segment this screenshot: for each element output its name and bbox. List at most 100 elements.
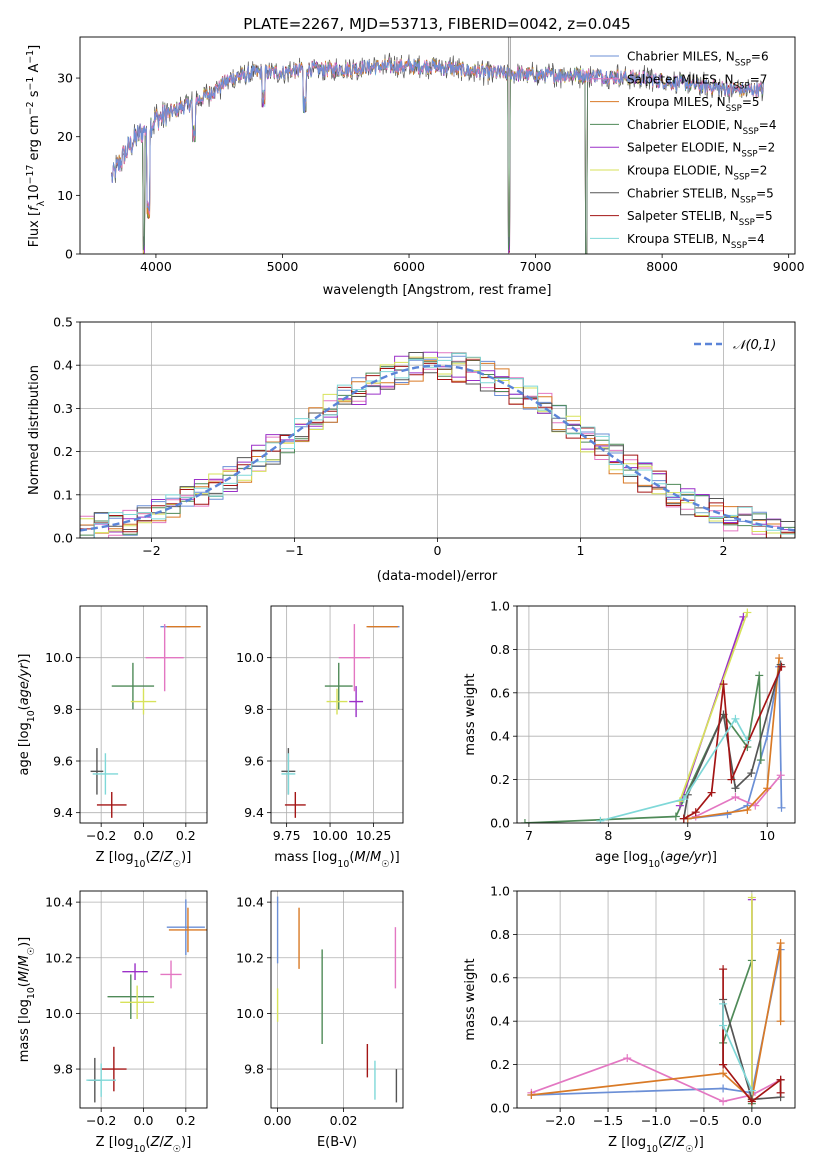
- x-tick-label: −2: [142, 543, 160, 558]
- y-tick-label: 30: [57, 71, 73, 86]
- weight-series-line: [687, 658, 780, 820]
- y-axis-label: Flux [fλ10−17 erg cm−2 s−1 A−1]: [25, 45, 47, 247]
- x-tick-label: 1: [577, 543, 585, 558]
- x-tick-label: 2: [720, 543, 728, 558]
- x-tick-label: 10.25: [356, 828, 392, 843]
- x-tick-label: 0.00: [264, 1113, 292, 1128]
- x-axis-label: Z [log10(Z/Z☉)]: [608, 1135, 704, 1155]
- x-tick-label: −1.0: [641, 1113, 671, 1128]
- axes-frame: [79, 890, 208, 1109]
- y-tick-label: 10.2: [236, 950, 264, 965]
- axes-frame: [270, 605, 404, 824]
- y-axis-label: mass [log10(M/M☉)]: [17, 937, 37, 1063]
- axes-frame: [516, 605, 796, 824]
- legend-entry: Salpeter MILES, NSSP=7: [627, 72, 767, 91]
- weight-series-line: [695, 774, 782, 818]
- y-tick-label: 9.8: [244, 702, 264, 717]
- legend-entry: Kroupa STELIB, NSSP=4: [627, 232, 765, 251]
- weight-series-line: [524, 675, 762, 823]
- y-axis-label: mass weight: [463, 673, 478, 755]
- x-axis-label: Z [log10(Z/Z☉)]: [96, 850, 192, 870]
- x-axis-label: Z [log10(Z/Z☉)]: [96, 1135, 192, 1155]
- weight-series-line: [678, 612, 749, 802]
- axes-frame: [79, 321, 796, 539]
- x-tick-label: −2.0: [545, 1113, 575, 1128]
- y-tick-label: 10.4: [45, 895, 73, 910]
- x-axis-label: age [log10(age/yr)]: [595, 850, 717, 870]
- weight-series-line: [600, 717, 749, 822]
- weight-vs-age-panel: 7 8 9 10 0.0 0.2 0.4 0.6 0.8 1.0 age [log10(age/yr…: [463, 599, 796, 870]
- y-tick-label: 0.0: [490, 1101, 510, 1116]
- legend-entry: Chabrier MILES, NSSP=6: [627, 50, 769, 69]
- y-tick-label: 20: [57, 129, 73, 144]
- x-axis-label: mass [log10(M/M☉)]: [274, 850, 400, 870]
- y-tick-label: 9.4: [53, 805, 73, 820]
- x-tick-label: 10: [759, 828, 775, 843]
- x-tick-label: −1.5: [593, 1113, 623, 1128]
- y-tick-label: 0.0: [490, 816, 510, 831]
- y-tick-label: 0.4: [53, 358, 73, 373]
- x-tick-label: 4000: [140, 259, 172, 274]
- y-tick-label: 10.0: [45, 650, 73, 665]
- x-axis-label: (data-model)/error: [377, 569, 498, 584]
- y-tick-label: 10.0: [236, 650, 264, 665]
- y-axis-label: Normed distribution: [27, 365, 42, 495]
- y-tick-label: 0.3: [53, 401, 73, 416]
- legend-entry: Chabrier ELODIE, NSSP=4: [627, 118, 776, 137]
- y-tick-label: 9.6: [244, 754, 264, 769]
- y-tick-label: 0.4: [490, 1014, 510, 1029]
- axes-frame: [79, 605, 208, 824]
- y-tick-label: 0.4: [490, 729, 510, 744]
- y-axis-label: mass weight: [463, 958, 478, 1040]
- normal-curve: [79, 364, 796, 532]
- y-tick-label: 9.8: [244, 1062, 264, 1077]
- spectrum-series-line: [111, 58, 764, 212]
- weight-series-line: [683, 666, 783, 820]
- x-tick-label: −0.2: [86, 1113, 116, 1128]
- error-bars: [90, 624, 201, 818]
- age-vs-mass-panel: 9.75 10.00 10.25 9.4 9.6 9.8 10.0 mass [log10(M…: [236, 605, 404, 870]
- x-tick-label: 10.00: [312, 828, 348, 843]
- y-tick-label: 9.8: [53, 1062, 73, 1077]
- x-tick-label: 8: [604, 828, 612, 843]
- x-tick-label: 0.2: [176, 828, 196, 843]
- y-tick-label: 0.2: [490, 1057, 510, 1072]
- y-tick-label: 0: [65, 247, 73, 262]
- x-tick-label: 9.75: [273, 828, 301, 843]
- age-vs-Z-panel: −0.2 0.0 0.2 9.4 9.6 9.8 10.0 Z [log10(Z/Z☉)] ag…: [17, 605, 208, 870]
- y-tick-label: 0.5: [53, 315, 73, 330]
- y-tick-label: 1.0: [490, 884, 510, 899]
- x-tick-label: 5000: [267, 259, 299, 274]
- y-tick-label: 0.6: [490, 970, 510, 985]
- y-tick-label: 10: [57, 188, 73, 203]
- legend-entry: 𝒩(0,1): [733, 338, 776, 353]
- x-tick-label: 0.0: [134, 1113, 154, 1128]
- x-tick-label: −1: [285, 543, 303, 558]
- x-tick-label: 6000: [393, 259, 425, 274]
- x-tick-label: 8000: [646, 259, 678, 274]
- x-tick-label: 0.2: [176, 1113, 196, 1128]
- mass-vs-EBV-panel: 0.00 0.02 9.8 10.0 10.2 10.4 E(B-V): [236, 890, 404, 1150]
- y-tick-label: 0.2: [490, 772, 510, 787]
- legend-entry: Kroupa MILES, NSSP=5: [627, 95, 760, 114]
- y-tick-label: 10.0: [236, 1006, 264, 1021]
- x-tick-label: 0.02: [330, 1113, 358, 1128]
- x-axis-label: wavelength [Angstrom, rest frame]: [323, 283, 552, 298]
- error-bars: [281, 624, 400, 818]
- y-tick-label: 9.6: [53, 754, 73, 769]
- y-axis-label: age [log10(age/yr)]: [17, 653, 37, 775]
- x-tick-label: 0.0: [742, 1113, 762, 1128]
- x-tick-label: 7000: [520, 259, 552, 274]
- weight-series-line: [687, 666, 783, 820]
- legend-entry: Kroupa ELODIE, NSSP=2: [627, 164, 767, 183]
- weight-lines: [520, 608, 786, 823]
- x-tick-label: −0.2: [86, 828, 116, 843]
- y-tick-label: 9.8: [53, 702, 73, 717]
- histogram-step: [80, 353, 795, 538]
- spectrum-lines: [111, 37, 764, 254]
- y-tick-label: 10.0: [45, 1006, 73, 1021]
- x-tick-label: 9000: [773, 259, 805, 274]
- chart-title: PLATE=2267, MJD=53713, FIBERID=0042, z=0…: [243, 15, 630, 33]
- axes-frame: [79, 36, 796, 255]
